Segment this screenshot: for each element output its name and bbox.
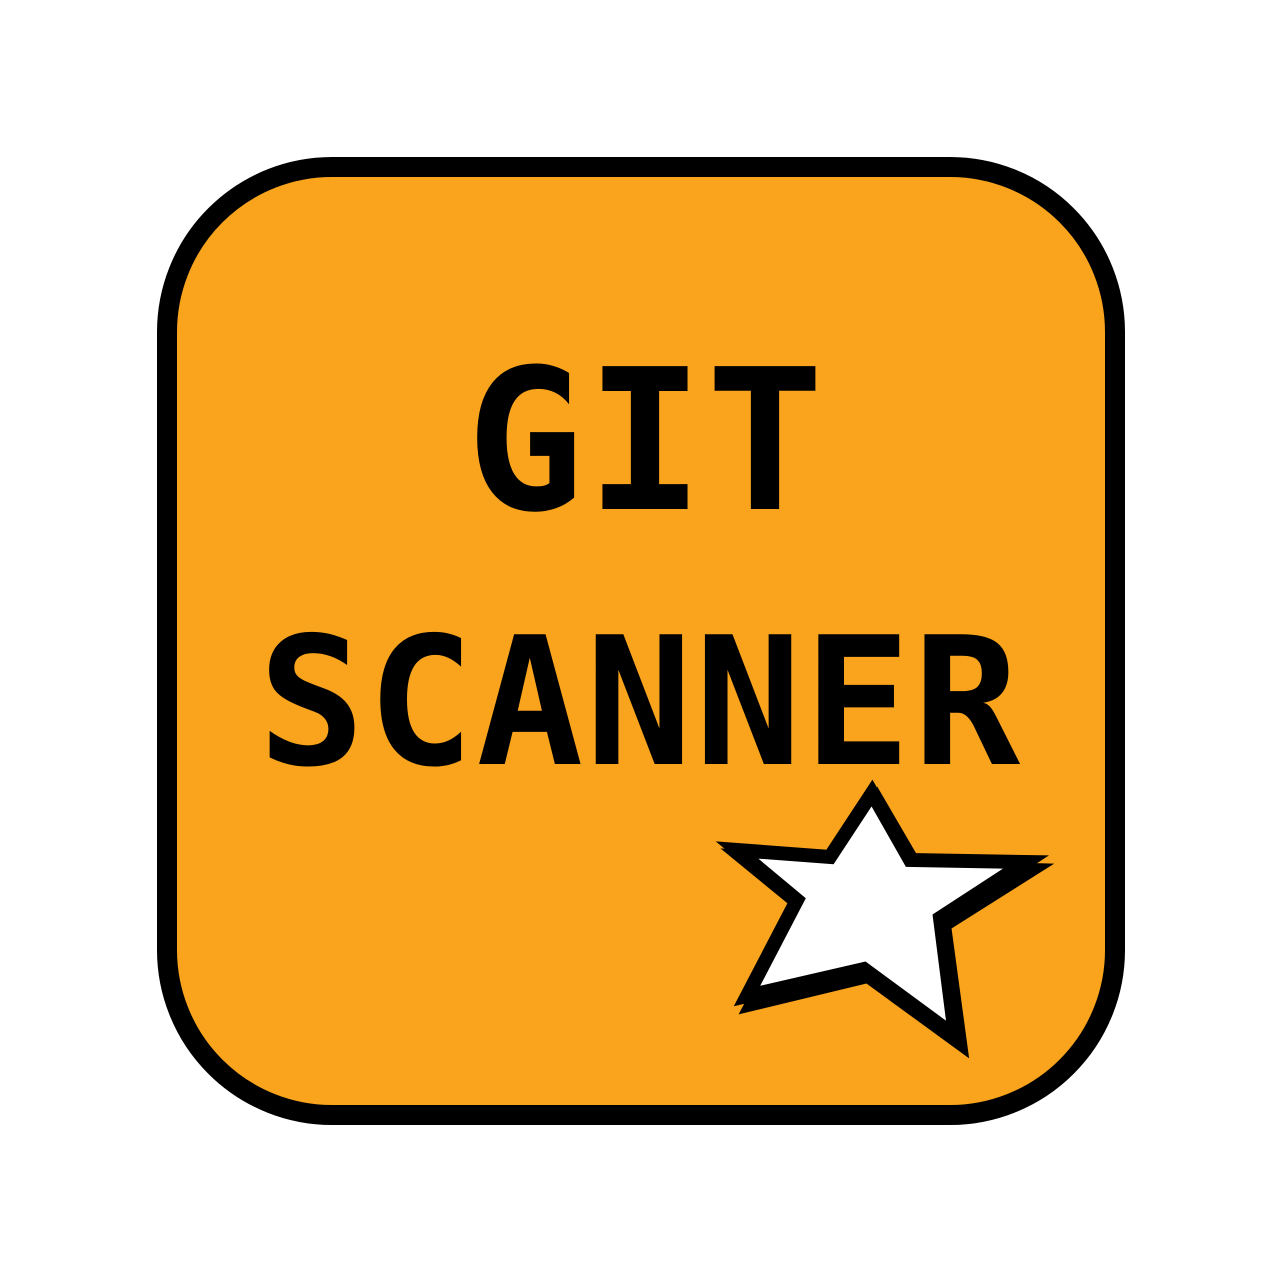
- title-line-git: GIT: [465, 328, 826, 556]
- app-icon-tile: [157, 157, 1125, 1125]
- title-line-scanner: SCANNER: [257, 599, 1023, 806]
